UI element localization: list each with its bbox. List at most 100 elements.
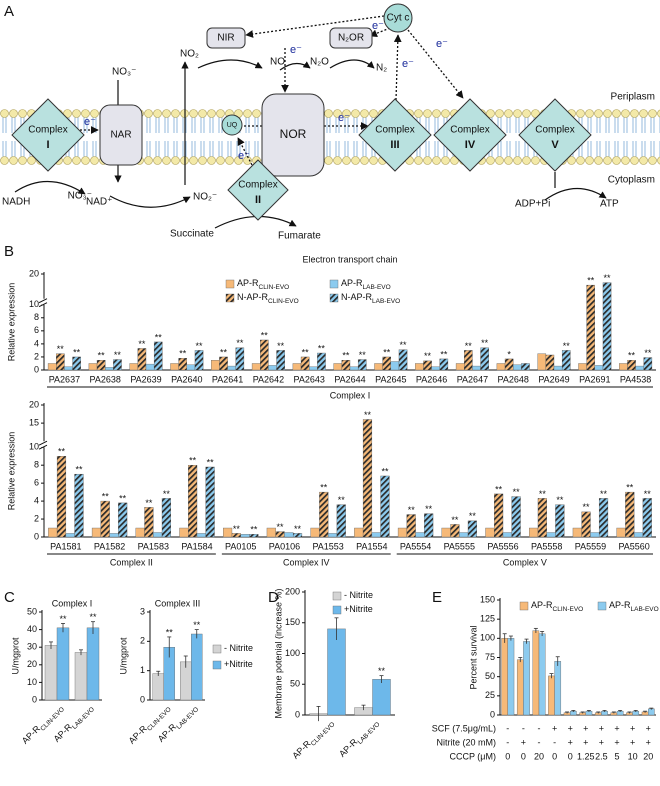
bar [284, 532, 294, 538]
condition-value: - [506, 737, 509, 747]
x-tick-label: PA1582 [94, 541, 125, 551]
bar-hatch [450, 524, 460, 537]
bar-hatch [219, 356, 228, 370]
significance: ** [408, 505, 416, 515]
category-sub: LAB-EVO [71, 706, 96, 731]
electron: e⁻ [238, 150, 250, 162]
complex-name: Complex [238, 180, 277, 191]
bar [91, 527, 102, 538]
bar-hatch [56, 353, 65, 370]
legend-name: +Nitrite [344, 604, 373, 614]
significance: ** [583, 502, 591, 512]
bar-hatch [382, 356, 391, 370]
y-tick-label: 200 [285, 586, 300, 596]
nar-shape [99, 104, 143, 166]
chart-title: Complex I [52, 598, 93, 608]
legend-swatch [597, 601, 607, 611]
bar-hatch [137, 348, 146, 370]
species: N₂O [310, 57, 329, 68]
bar [170, 363, 179, 371]
bar [86, 627, 100, 701]
significance: ** [359, 350, 367, 360]
panel-label: D [268, 589, 279, 606]
significance: ** [644, 348, 652, 358]
bar-hatch [319, 492, 329, 537]
bar [145, 363, 155, 371]
bar [648, 708, 655, 716]
significance: ** [425, 504, 433, 514]
significance: ** [400, 340, 408, 350]
x-tick-label: PA2647 [457, 374, 488, 384]
legend-name: AP-R [609, 600, 631, 610]
x-tick-label: PA2649 [538, 374, 569, 384]
bar-hatch [424, 513, 434, 537]
arrow [544, 187, 607, 201]
bar-hatch [625, 492, 635, 537]
bar [415, 532, 425, 538]
x-tick-label: PA2645 [375, 374, 406, 384]
significance: ** [73, 347, 81, 357]
bar [109, 533, 119, 538]
bar [64, 366, 73, 371]
x-tick-label: PA4538 [620, 374, 651, 384]
bar-hatch [97, 360, 106, 370]
significance: ** [166, 627, 174, 637]
x-tick-label: PA1583 [138, 541, 169, 551]
y-tick-label: 0 [34, 531, 39, 541]
bar [431, 366, 440, 371]
arrow [109, 195, 191, 208]
significance: ** [119, 493, 127, 503]
bar [459, 532, 469, 538]
bar-hatch [468, 520, 477, 537]
bar [371, 532, 381, 538]
bar [327, 533, 338, 538]
condition-value: + [599, 723, 604, 733]
bar-hatch [118, 502, 128, 537]
bar-hatch [642, 498, 652, 537]
x-tick-label: PA5558 [531, 541, 562, 551]
uq-shape [221, 114, 243, 136]
significance: ** [320, 482, 328, 492]
bar [546, 532, 556, 538]
legend-label: N-AP-RLAB-EVO [341, 292, 400, 305]
y-tick-label: 10 [29, 299, 39, 309]
electron-arrow [237, 137, 253, 166]
x-tick-label: PA2637 [49, 374, 80, 384]
x-tick-label: PA2643 [294, 374, 325, 384]
significance: ** [207, 457, 215, 467]
bar-hatch [178, 358, 187, 370]
legend-label: AP-RLAB-EVO [609, 600, 659, 613]
condition-value: - [506, 723, 509, 733]
y-tick-label: 20 [29, 399, 39, 409]
y-tick-label: 15 [29, 417, 39, 427]
electron-arrow [393, 34, 402, 101]
y-axis-label: Membrane potenial (increase %) [273, 588, 283, 718]
y-tick-label: 6 [34, 325, 39, 335]
y-tick-label: 4 [34, 495, 39, 505]
legend-sub: CLIN-EVO [259, 284, 290, 291]
carrier-label: Cyt c [387, 13, 410, 24]
bar [186, 364, 196, 371]
significance: ** [57, 344, 65, 354]
legend-label: AP-RCLIN-EVO [531, 600, 583, 613]
legend-label: +Nitrite [224, 659, 253, 669]
bar [211, 360, 220, 371]
electron: e⁻ [290, 44, 302, 56]
bar-hatch [154, 341, 163, 370]
bar-hatch [276, 350, 285, 370]
species: NO₂ [180, 49, 199, 60]
bar-hatch [293, 533, 302, 537]
bar [179, 527, 189, 538]
bar [523, 641, 530, 716]
x-tick-label: AP-RLAB-EVO [337, 717, 381, 761]
complex-name: Complex [450, 125, 489, 136]
complex-numeral: V [551, 139, 559, 151]
bar-hatch [336, 504, 346, 537]
bar-hatch [406, 514, 416, 537]
legend-name: AP-R [531, 600, 553, 610]
legend-label: - Nitrite [344, 590, 373, 600]
legend-swatch [332, 591, 342, 601]
bar-hatch [358, 359, 367, 370]
